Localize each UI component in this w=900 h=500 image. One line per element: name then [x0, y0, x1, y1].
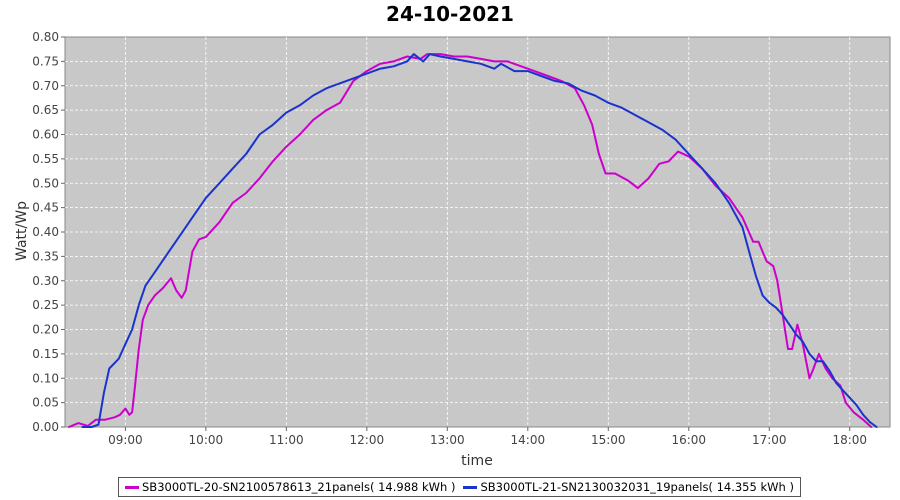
y-tick-label: 0.65 — [32, 103, 59, 117]
x-tick-label: 14:00 — [511, 433, 546, 447]
legend-item: SB3000TL-21-SN2130032031_19panels( 14.35… — [463, 480, 794, 494]
y-tick-label: 0.60 — [32, 128, 59, 142]
y-tick-label: 0.15 — [32, 347, 59, 361]
y-tick-label: 0.80 — [32, 30, 59, 44]
legend-label: SB3000TL-20-SN2100578613_21panels( 14.98… — [142, 480, 456, 494]
legend-swatch — [463, 485, 478, 489]
legend-swatch — [125, 485, 139, 489]
y-tick-label: 0.20 — [32, 323, 59, 337]
y-tick-label: 0.40 — [32, 225, 59, 239]
y-tick-label: 0.00 — [32, 420, 59, 434]
y-tick-label: 0.25 — [32, 298, 59, 312]
y-tick-label: 0.10 — [32, 371, 59, 385]
x-axis-label: time — [461, 453, 493, 469]
y-axis-label: Watt/Wp — [14, 201, 30, 261]
x-tick-label: 15:00 — [591, 433, 626, 447]
series-line-2 — [81, 53, 878, 428]
x-tick-label: 11:00 — [269, 433, 304, 447]
x-tick-label: 10:00 — [189, 433, 224, 447]
x-tick-label: 16:00 — [671, 433, 706, 447]
x-tick-label: 12:00 — [350, 433, 385, 447]
y-tick-label: 0.70 — [32, 79, 59, 93]
x-tick-label: 13:00 — [430, 433, 465, 447]
legend: SB3000TL-20-SN2100578613_21panels( 14.98… — [118, 477, 801, 497]
y-tick-label: 0.30 — [32, 274, 59, 288]
y-tick-label: 0.50 — [32, 176, 59, 190]
chart-title: 24-10-2021 — [386, 2, 514, 26]
series-line-1 — [68, 53, 873, 428]
y-tick-label: 0.45 — [32, 201, 59, 215]
y-tick-label: 0.75 — [32, 54, 59, 68]
y-tick-label: 0.35 — [32, 249, 59, 263]
x-tick-label: 09:00 — [108, 433, 143, 447]
x-tick-label: 18:00 — [832, 433, 867, 447]
y-tick-label: 0.05 — [32, 396, 59, 410]
y-tick-label: 0.55 — [32, 152, 59, 166]
legend-item: SB3000TL-20-SN2100578613_21panels( 14.98… — [125, 480, 455, 494]
x-tick-label: 17:00 — [752, 433, 787, 447]
legend-label: SB3000TL-21-SN2130032031_19panels( 14.35… — [480, 480, 794, 494]
